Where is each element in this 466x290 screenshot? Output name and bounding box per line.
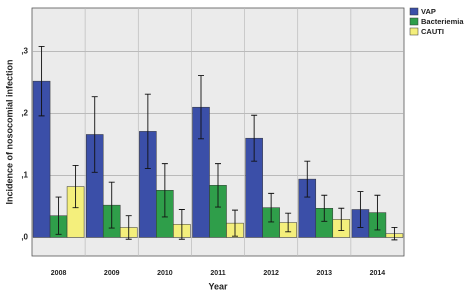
x-tick-label: 2008 xyxy=(51,270,67,277)
y-tick-label: ,0 xyxy=(21,233,28,242)
x-axis-label: Year xyxy=(208,281,228,290)
x-tick-label: 2014 xyxy=(370,270,386,277)
error-bar xyxy=(374,194,381,231)
x-tick-label: 2012 xyxy=(263,270,279,277)
legend-swatch xyxy=(409,17,419,26)
y-axis-label: Incidence of nosocomial infection xyxy=(4,59,14,204)
legend-swatch xyxy=(409,27,419,36)
error-bar xyxy=(391,227,398,241)
legend-label: VAP xyxy=(421,7,436,16)
x-tick-label: 2009 xyxy=(104,270,120,277)
legend-swatch xyxy=(409,7,419,16)
error-bar xyxy=(125,215,132,240)
y-tick-label: ,2 xyxy=(21,109,28,118)
error-bar xyxy=(285,212,292,233)
error-bar xyxy=(72,165,79,209)
error-bar xyxy=(215,163,221,208)
error-bar xyxy=(232,209,238,237)
error-bar xyxy=(144,93,151,170)
error-bar xyxy=(91,96,98,173)
x-tick-label: 2010 xyxy=(157,270,173,277)
error-bar xyxy=(338,207,345,232)
legend-label: CAUTI xyxy=(421,27,444,36)
y-tick-label: ,1 xyxy=(21,171,28,180)
error-bar xyxy=(357,191,364,228)
error-bar xyxy=(304,160,311,198)
x-tick-label: 2013 xyxy=(316,270,332,277)
error-bar xyxy=(268,192,275,223)
error-bar xyxy=(198,75,204,140)
error-bar xyxy=(38,45,45,117)
legend-label: Bacteriemia xyxy=(421,17,464,26)
x-tick-label: 2011 xyxy=(210,270,225,277)
error-bar xyxy=(178,209,185,240)
y-tick-label: ,3 xyxy=(21,47,28,56)
error-bar xyxy=(161,163,168,218)
error-bar xyxy=(108,181,115,229)
error-bar xyxy=(251,114,258,162)
error-bar xyxy=(321,194,328,222)
error-bar xyxy=(55,196,62,235)
